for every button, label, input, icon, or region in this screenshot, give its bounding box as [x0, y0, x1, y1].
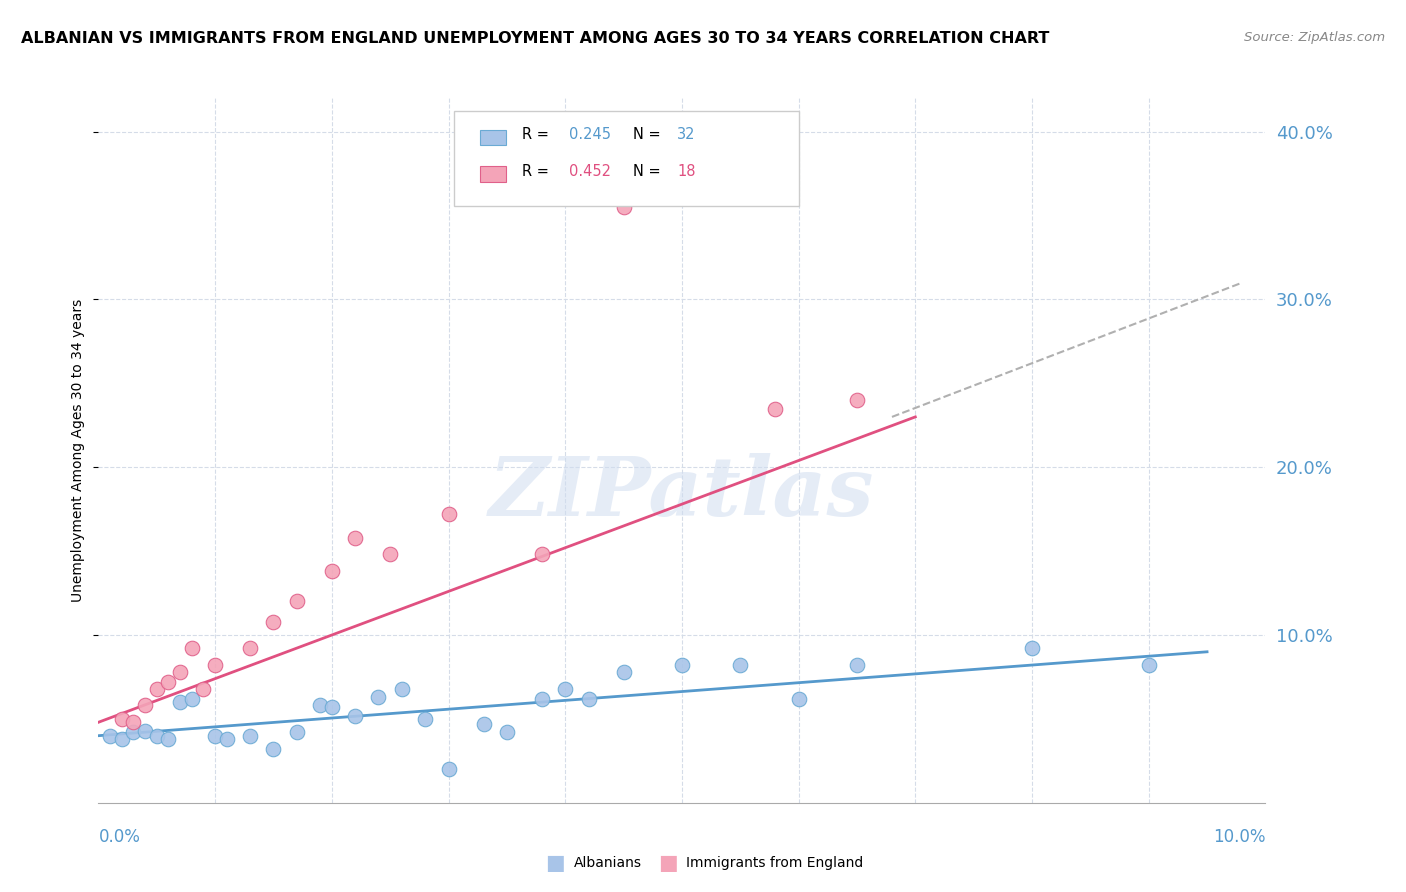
Point — [239, 729, 262, 743]
Text: ALBANIAN VS IMMIGRANTS FROM ENGLAND UNEMPLOYMENT AMONG AGES 30 TO 34 YEARS CORRE: ALBANIAN VS IMMIGRANTS FROM ENGLAND UNEM… — [21, 31, 1049, 46]
Text: ZIPatlas: ZIPatlas — [489, 453, 875, 533]
Point — [321, 564, 343, 578]
Point — [380, 548, 402, 562]
Point — [285, 594, 308, 608]
Point — [134, 698, 156, 713]
Point — [1137, 658, 1160, 673]
Point — [671, 658, 693, 673]
Text: ■: ■ — [658, 853, 678, 872]
Point — [554, 681, 576, 696]
Point — [285, 725, 308, 739]
Point — [472, 717, 495, 731]
Point — [437, 762, 460, 776]
Y-axis label: Unemployment Among Ages 30 to 34 years: Unemployment Among Ages 30 to 34 years — [72, 299, 86, 602]
Point — [204, 729, 226, 743]
Point — [193, 681, 215, 696]
Text: 0.245: 0.245 — [568, 128, 610, 142]
Text: Immigrants from England: Immigrants from England — [686, 855, 863, 870]
Point — [111, 732, 134, 747]
Point — [262, 742, 284, 756]
Point — [262, 615, 284, 629]
Point — [122, 715, 145, 730]
Text: N =: N = — [633, 128, 665, 142]
Text: Albanians: Albanians — [574, 855, 641, 870]
Point — [239, 641, 262, 656]
Text: 0.452: 0.452 — [568, 164, 610, 179]
Point — [157, 675, 180, 690]
Point — [157, 732, 180, 747]
Point — [763, 401, 786, 416]
Text: N =: N = — [633, 164, 665, 179]
Point — [367, 690, 389, 705]
Point — [530, 691, 553, 706]
Text: ■: ■ — [546, 853, 565, 872]
Point — [344, 531, 367, 545]
Point — [413, 712, 436, 726]
Text: 32: 32 — [678, 128, 696, 142]
Point — [204, 658, 226, 673]
Point — [321, 700, 343, 714]
Point — [146, 729, 169, 743]
Point — [846, 393, 869, 408]
Point — [146, 681, 169, 696]
Point — [344, 708, 367, 723]
Point — [612, 665, 634, 679]
Text: R =: R = — [522, 128, 554, 142]
Point — [180, 641, 202, 656]
Point — [612, 200, 634, 214]
FancyBboxPatch shape — [479, 167, 506, 182]
Point — [98, 729, 121, 743]
Point — [846, 658, 869, 673]
Text: 18: 18 — [678, 164, 696, 179]
Point — [180, 691, 202, 706]
Text: 0.0%: 0.0% — [98, 828, 141, 846]
Point — [134, 723, 156, 738]
Point — [530, 548, 553, 562]
Point — [730, 658, 752, 673]
FancyBboxPatch shape — [454, 111, 799, 206]
Point — [215, 732, 238, 747]
FancyBboxPatch shape — [479, 130, 506, 145]
Point — [787, 691, 810, 706]
Text: Source: ZipAtlas.com: Source: ZipAtlas.com — [1244, 31, 1385, 45]
Point — [391, 681, 413, 696]
Point — [437, 507, 460, 521]
Point — [169, 665, 191, 679]
Point — [309, 698, 332, 713]
Text: R =: R = — [522, 164, 554, 179]
Point — [111, 712, 134, 726]
Text: 10.0%: 10.0% — [1213, 828, 1265, 846]
Point — [496, 725, 519, 739]
Point — [578, 691, 600, 706]
Point — [122, 725, 145, 739]
Point — [1021, 641, 1043, 656]
Point — [169, 695, 191, 709]
